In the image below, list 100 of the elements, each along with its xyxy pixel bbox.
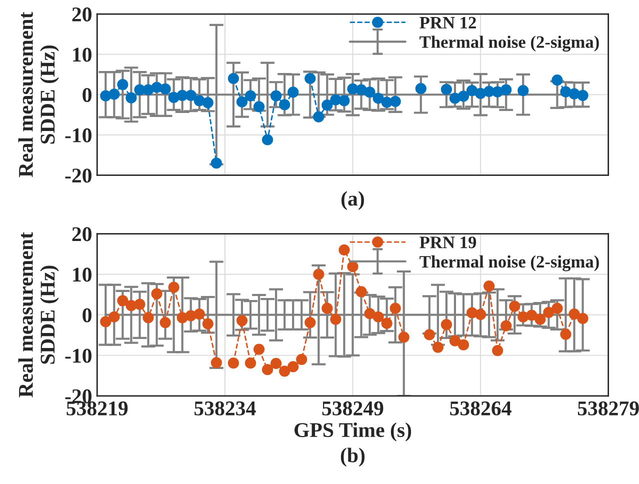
y-axis-title: Real measurement SDDE (Hz) xyxy=(18,232,59,398)
point xyxy=(288,361,299,372)
point xyxy=(194,308,205,320)
point xyxy=(279,366,290,377)
text: (a) xyxy=(342,191,364,210)
point xyxy=(322,302,333,314)
point xyxy=(500,320,512,332)
point xyxy=(296,354,308,365)
point xyxy=(492,86,504,98)
point xyxy=(458,90,470,102)
point xyxy=(313,268,324,280)
point xyxy=(347,261,358,272)
point xyxy=(432,342,444,353)
point xyxy=(142,312,154,324)
y-tick-label: 10 xyxy=(73,268,92,282)
point xyxy=(440,319,452,330)
point xyxy=(364,308,376,320)
point xyxy=(577,90,588,101)
point xyxy=(398,332,410,343)
y-tick-label: 0 xyxy=(82,308,92,322)
point xyxy=(108,311,120,322)
point xyxy=(262,134,274,146)
point xyxy=(560,86,572,98)
point xyxy=(236,96,248,108)
point xyxy=(185,90,196,101)
point xyxy=(552,302,563,314)
point xyxy=(560,328,572,340)
legend-label: Thermal noise (2-sigma) xyxy=(420,255,599,272)
point xyxy=(424,329,435,340)
point xyxy=(108,88,120,100)
point xyxy=(168,282,180,293)
y-tick-label: 0 xyxy=(82,88,92,102)
point xyxy=(543,306,554,318)
point xyxy=(449,92,461,104)
x-tick-label: 538264 xyxy=(450,401,512,416)
point xyxy=(168,92,180,103)
point xyxy=(304,316,316,328)
y-tick-label: 20 xyxy=(72,227,92,242)
point xyxy=(509,300,520,312)
x-tick-label: 538279 xyxy=(578,401,639,416)
point xyxy=(160,83,171,95)
point xyxy=(228,72,240,84)
point xyxy=(210,357,222,368)
point xyxy=(279,99,290,110)
point xyxy=(228,358,240,369)
point xyxy=(202,97,214,108)
point xyxy=(474,88,486,99)
point xyxy=(577,312,588,324)
legend-label: PRN 12 xyxy=(420,16,476,28)
point xyxy=(126,92,137,104)
point xyxy=(126,300,137,312)
point xyxy=(194,95,205,106)
point xyxy=(526,310,538,321)
point xyxy=(117,78,128,90)
point xyxy=(390,96,401,108)
point xyxy=(458,339,470,350)
point xyxy=(372,311,384,322)
point xyxy=(466,85,478,96)
point xyxy=(100,316,112,328)
x-axis-title: GPS Time (s) xyxy=(294,422,412,442)
point xyxy=(142,84,154,96)
point xyxy=(364,86,376,98)
point xyxy=(244,90,256,102)
point xyxy=(151,288,162,300)
point xyxy=(236,314,248,326)
x-tick-label: 538249 xyxy=(322,401,384,416)
x-tick-label: 538234 xyxy=(194,401,256,416)
point xyxy=(338,95,350,106)
point xyxy=(568,308,580,320)
text: (b) xyxy=(340,448,365,467)
y-tick-label: 20 xyxy=(72,7,92,22)
point xyxy=(415,83,426,94)
legend-label: Thermal noise (2-sigma) xyxy=(420,36,599,52)
y-axis-title: Real measurement SDDE (Hz) xyxy=(18,12,59,178)
point xyxy=(500,84,512,96)
y-tick-label: -20 xyxy=(65,389,92,404)
point xyxy=(338,244,350,256)
y-tick-label: -10 xyxy=(65,128,92,142)
point xyxy=(210,158,222,169)
point xyxy=(270,90,282,102)
point xyxy=(322,100,333,111)
point xyxy=(253,344,265,355)
point xyxy=(244,358,256,369)
point xyxy=(160,316,171,328)
point xyxy=(202,318,214,330)
point xyxy=(390,302,401,314)
point xyxy=(440,84,452,95)
legend-label: PRN 19 xyxy=(420,236,476,248)
point xyxy=(117,295,128,306)
point xyxy=(330,314,342,325)
point xyxy=(492,344,504,356)
point xyxy=(356,84,367,96)
point xyxy=(372,92,384,104)
point xyxy=(381,318,392,329)
y-tick-label: -10 xyxy=(65,348,92,363)
point xyxy=(288,86,299,98)
x-tick-label: 538219 xyxy=(66,401,128,416)
point xyxy=(270,358,282,370)
point xyxy=(134,298,146,310)
y-tick-label: 10 xyxy=(73,48,92,62)
